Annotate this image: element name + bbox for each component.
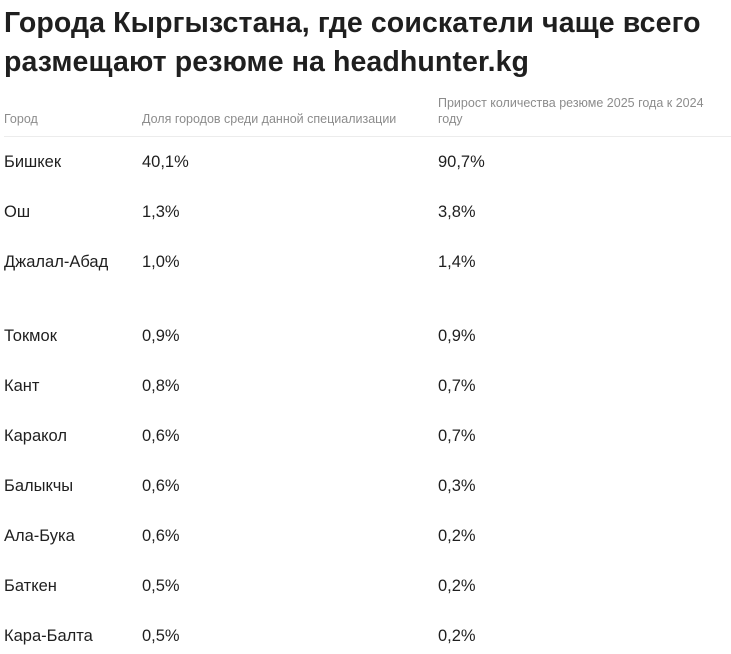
table-row: Ала-Бука 0,6% 0,2% xyxy=(4,511,731,561)
cell-growth: 0,2% xyxy=(438,526,476,545)
table-row: Джалал-Абад 1,0% 1,4% xyxy=(4,237,731,311)
cell-growth: 0,9% xyxy=(438,326,476,345)
table-row: Кант 0,8% 0,7% xyxy=(4,361,731,411)
cell-share: 0,8% xyxy=(142,376,180,395)
cell-growth: 90,7% xyxy=(438,153,485,171)
cell-share: 40,1% xyxy=(142,153,189,171)
table-row: Токмок 0,9% 0,9% xyxy=(4,311,731,361)
cell-city: Ала-Бука xyxy=(4,526,75,545)
cell-share: 0,9% xyxy=(142,326,180,345)
cell-share: 0,6% xyxy=(142,526,180,545)
cell-growth: 0,2% xyxy=(438,626,476,645)
cell-city: Балыкчы xyxy=(4,476,74,495)
cell-city: Кант xyxy=(4,376,40,395)
cell-city: Каракол xyxy=(4,426,67,445)
cell-share: 0,6% xyxy=(142,426,180,445)
cell-city: Джалал-Абад xyxy=(4,252,109,271)
cell-growth: 0,2% xyxy=(438,576,476,595)
table-row: Кара-Балта 0,5% 0,2% xyxy=(4,611,731,651)
table-row: Бишкек 40,1% 90,7% xyxy=(4,137,731,187)
table-row: Каракол 0,6% 0,7% xyxy=(4,411,731,461)
page-title: Города Кыргызстана, где соискатели чаще … xyxy=(4,7,701,78)
cell-city: Токмок xyxy=(4,326,57,345)
column-header-share: Доля городов среди данной специализации xyxy=(142,92,438,137)
cell-share: 0,5% xyxy=(142,576,180,595)
table-row: Ош 1,3% 3,8% xyxy=(4,187,731,237)
column-header-growth: Прирост количества резюме 2025 года к 20… xyxy=(438,92,731,137)
cell-share: 0,6% xyxy=(142,476,180,495)
cell-growth: 0,7% xyxy=(438,376,476,395)
cell-city: Кара-Балта xyxy=(4,626,93,645)
cell-growth: 3,8% xyxy=(438,202,476,221)
column-header-city: Город xyxy=(4,92,142,137)
cell-share: 1,3% xyxy=(142,202,180,221)
table-row: Балыкчы 0,6% 0,3% xyxy=(4,461,731,511)
cell-growth: 0,3% xyxy=(438,476,476,495)
table-row: Баткен 0,5% 0,2% xyxy=(4,561,731,611)
cell-share: 0,5% xyxy=(142,626,180,645)
cell-share: 1,0% xyxy=(142,252,180,271)
table-header-row: Город Доля городов среди данной специали… xyxy=(4,92,731,137)
cell-growth: 0,7% xyxy=(438,426,476,445)
cell-city: Ош xyxy=(4,202,31,221)
cell-city: Бишкек xyxy=(4,153,62,171)
cell-city: Баткен xyxy=(4,576,57,595)
cell-growth: 1,4% xyxy=(438,252,476,271)
city-resume-table: Город Доля городов среди данной специали… xyxy=(4,92,731,651)
